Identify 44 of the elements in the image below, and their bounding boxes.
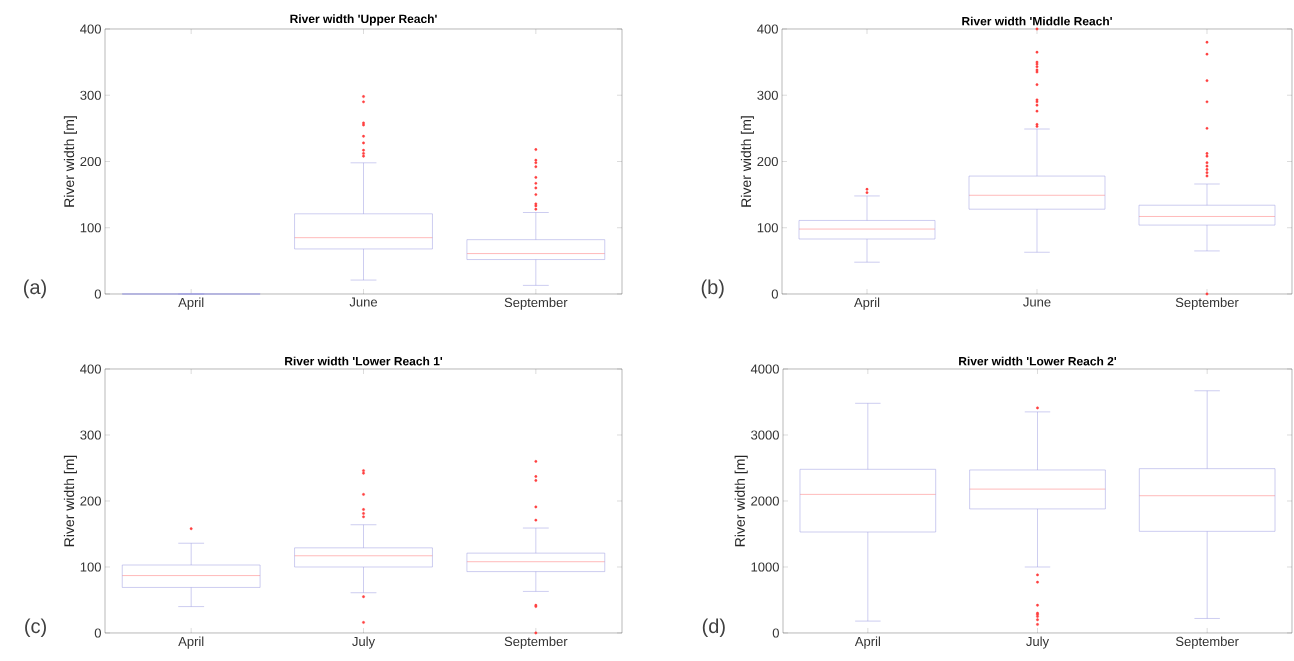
chart-title: River width 'Upper Reach'	[290, 14, 437, 26]
y-tick-label: 400	[80, 364, 101, 374]
text: (c)	[25, 618, 46, 638]
x-tick-label: June	[1023, 297, 1051, 307]
y-tick-label: 0	[771, 289, 778, 299]
x-tick-label: April	[854, 636, 880, 649]
text: (a)	[23, 279, 46, 299]
x-tick-label: September	[1175, 297, 1239, 310]
chart-title: River width 'Middle Reach'	[962, 16, 1112, 26]
chart-title: River width 'Lower Reach 1'	[285, 356, 443, 366]
y-tick-label: 400	[80, 24, 101, 34]
y-tick-label: 0	[94, 289, 101, 299]
y-tick-label: 200	[80, 496, 101, 506]
y-tick-label: 200	[80, 156, 101, 167]
x-tick-label: June	[349, 297, 378, 307]
y-tick-label: 300	[80, 430, 101, 440]
y-tick-label: 2000	[751, 496, 779, 506]
y-axis-title: River width [m]	[734, 455, 748, 547]
y-axis-title: River width [m]	[740, 116, 754, 207]
y-tick-label: 100	[80, 223, 101, 233]
y-tick-label: 0	[94, 628, 101, 638]
x-tick-label: September	[504, 297, 568, 310]
y-tick-label: 100	[80, 562, 101, 572]
x-tick-label: September	[1175, 636, 1239, 649]
x-tick-label: April	[178, 297, 204, 310]
y-tick-label: 1000	[751, 562, 779, 572]
y-tick-label: 0	[772, 628, 779, 638]
chart-title: River width 'Lower Reach 2'	[959, 356, 1117, 366]
y-tick-label: 300	[757, 90, 778, 100]
y-tick-label: 4000	[750, 364, 779, 374]
x-tick-label: April	[178, 636, 204, 649]
x-tick-label: April	[854, 297, 880, 310]
x-tick-label: July	[352, 636, 376, 649]
y-tick-label: 400	[757, 24, 778, 34]
x-tick-label: July	[1026, 636, 1050, 649]
y-axis-title: River width [m]	[63, 455, 77, 547]
y-axis-title: River width [m]	[63, 116, 77, 207]
text: (b)	[701, 279, 724, 299]
y-tick-label: 100	[757, 223, 778, 233]
y-tick-label: 200	[757, 156, 778, 167]
y-tick-label: 3000	[751, 430, 779, 440]
x-tick-label: September	[504, 636, 568, 649]
text: (d)	[702, 618, 725, 638]
y-tick-label: 300	[80, 90, 101, 100]
